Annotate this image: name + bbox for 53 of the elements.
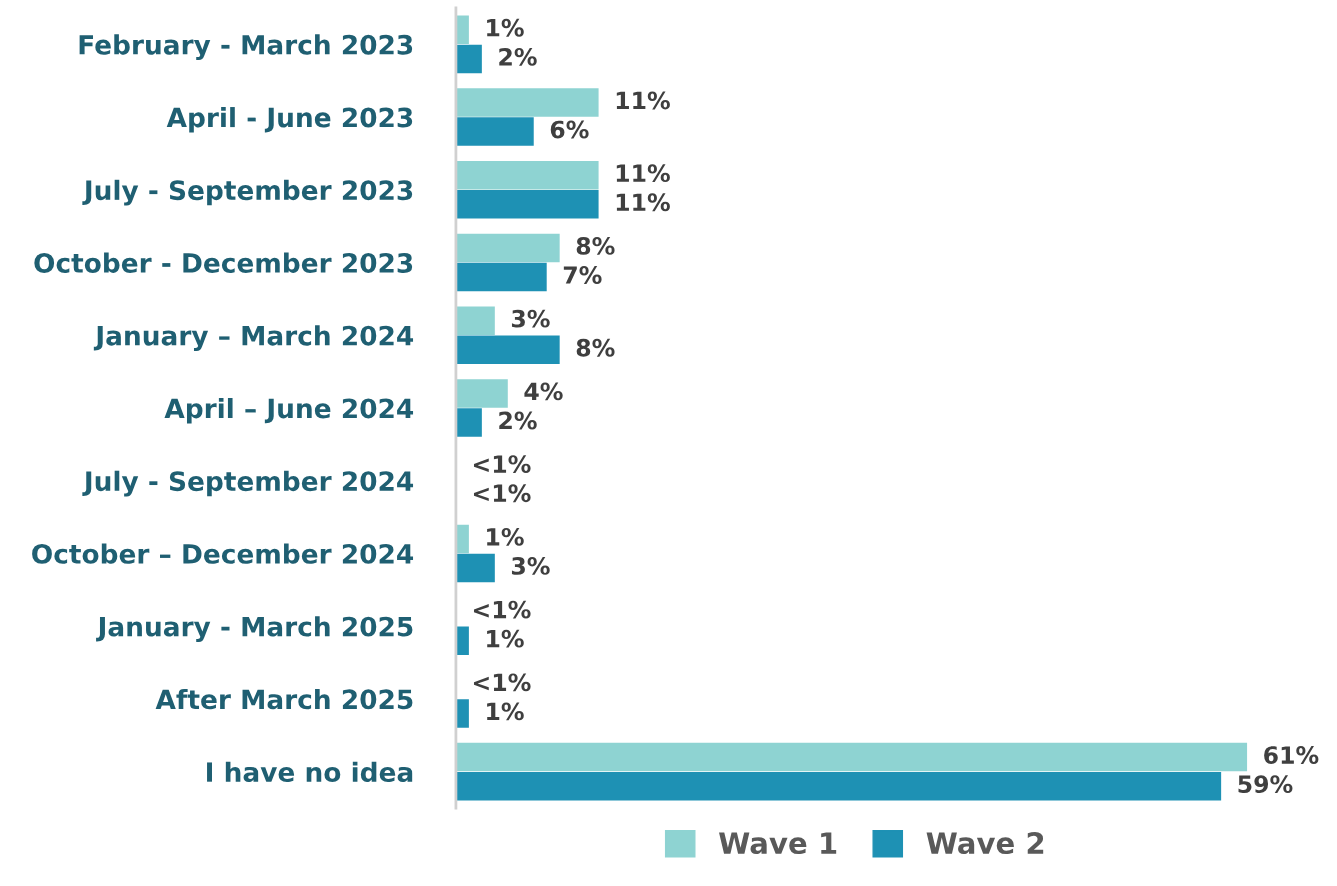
y-tick-label: July - September 2024 (82, 470, 414, 497)
bar (455, 44, 482, 74)
y-tick-label: I have no idea (207, 761, 413, 783)
y-tick-label: After March 2025 (155, 688, 413, 710)
data-label: 8% (576, 338, 615, 357)
data-label: <1% (473, 484, 531, 503)
data-label: 2% (499, 411, 537, 430)
bar (455, 626, 469, 655)
bar (455, 379, 508, 408)
y-tick-label: April – June 2024 (164, 397, 414, 424)
bar (455, 408, 482, 437)
bar (455, 262, 547, 292)
bar (455, 306, 495, 335)
bar (455, 524, 469, 554)
bar (455, 742, 1248, 772)
y-tick-label: January – March 2024 (93, 325, 414, 351)
data-label: 3% (511, 557, 550, 575)
bar (455, 233, 560, 263)
data-label: 7% (563, 266, 602, 284)
y-tick-label: October - December 2023 (34, 252, 413, 273)
data-label: 1% (487, 629, 524, 648)
bar (455, 699, 469, 728)
bar (455, 161, 599, 190)
data-label: 61% (1264, 746, 1319, 764)
y-tick-label: April - June 2023 (166, 107, 413, 133)
bar (455, 88, 599, 117)
bar (455, 190, 599, 219)
data-label: 11% (616, 193, 670, 212)
data-label: <1% (473, 673, 531, 692)
data-label: 59% (1238, 775, 1293, 794)
data-label: 2% (499, 47, 537, 66)
data-label: 6% (550, 120, 589, 139)
data-label: 1% (487, 527, 524, 546)
data-label: 1% (487, 702, 524, 721)
legend-label: Wave 2 (926, 832, 1044, 855)
y-tick-label: February - March 2023 (79, 34, 413, 61)
data-label: 8% (576, 236, 615, 255)
bar (455, 117, 534, 146)
bar (455, 771, 1222, 801)
y-tick-label: January - March 2025 (96, 616, 413, 642)
y-tick-label: October – December 2024 (32, 543, 414, 564)
legend-label: Wave 1 (719, 832, 837, 855)
bar (455, 15, 469, 45)
data-label: <1% (473, 600, 531, 619)
bar (455, 335, 560, 365)
data-label: 3% (511, 309, 550, 328)
data-label: 11% (616, 164, 670, 183)
y-tick-label: July - September 2023 (82, 179, 413, 206)
data-label: 11% (616, 91, 670, 110)
data-label: 4% (524, 382, 563, 401)
data-label: <1% (473, 455, 531, 474)
data-label: 1% (487, 18, 524, 37)
bar (455, 553, 495, 583)
